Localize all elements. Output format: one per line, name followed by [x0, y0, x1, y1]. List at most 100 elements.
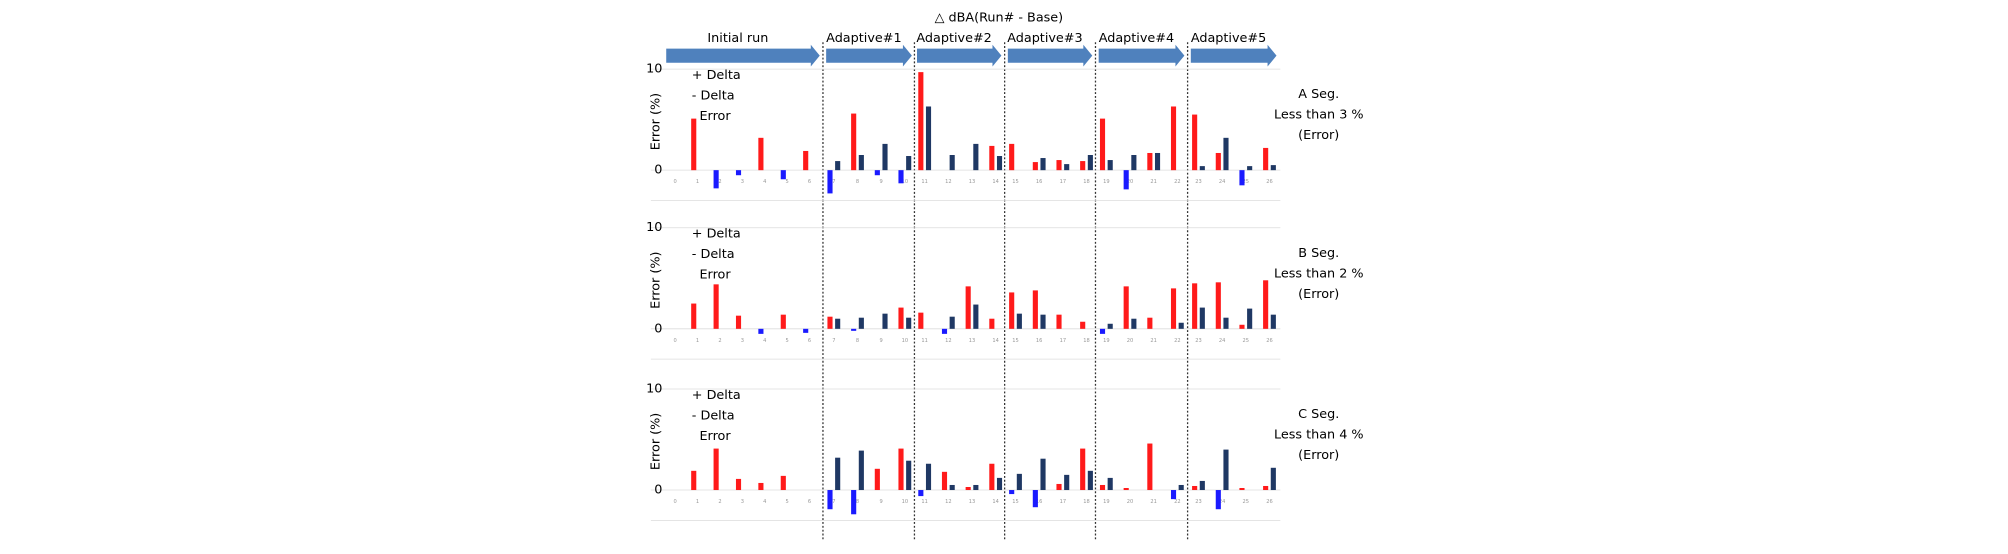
stage-arrow: [1190, 44, 1277, 67]
x-tick-label: 21: [1150, 499, 1157, 505]
x-tick-label: 26: [1266, 338, 1273, 344]
annotation: (Error): [1298, 128, 1339, 143]
bar: [1223, 137, 1229, 171]
bar: [835, 161, 841, 171]
legend-entry: + Delta: [692, 388, 741, 403]
bar: [949, 484, 955, 491]
bar: [1087, 155, 1093, 171]
bar: [1154, 152, 1161, 171]
x-tick-label: 1: [696, 338, 699, 344]
x-tick-label: 4: [763, 179, 766, 185]
bar: [851, 490, 857, 515]
x-tick-label: 15: [1012, 338, 1019, 344]
x-tick-label: 7: [832, 499, 835, 505]
stage-label: Adaptive#4: [1099, 31, 1174, 46]
stage-arrow: [1098, 44, 1185, 67]
bar: [898, 307, 904, 329]
bar: [1009, 143, 1015, 171]
bar: [1239, 324, 1245, 329]
bar: [713, 448, 719, 491]
bar: [1040, 158, 1046, 171]
bar: [1270, 165, 1276, 171]
x-tick-label: 25: [1243, 179, 1250, 185]
x-tick-label: 6: [808, 499, 811, 505]
bar: [835, 457, 841, 491]
legend-entry: - Delta: [692, 408, 735, 423]
bar: [1131, 318, 1137, 329]
bar: [1263, 147, 1269, 171]
bar: [1099, 484, 1106, 491]
bar: [780, 475, 786, 491]
x-tick-label: 14: [992, 338, 999, 344]
x-tick-label: 18: [1083, 499, 1090, 505]
x-tick-label: 21: [1150, 179, 1157, 185]
stage-label: Initial run: [707, 31, 768, 46]
x-tick-label: 14: [992, 499, 999, 505]
bar: [1215, 490, 1221, 510]
x-tick-label: 16: [1036, 179, 1043, 185]
annotation: (Error): [1298, 287, 1339, 302]
x-tick-label: 0: [674, 179, 677, 185]
y-tick-label: 10: [646, 220, 662, 235]
y-tick-label: 0: [654, 321, 662, 336]
legend-entry: - Delta: [692, 88, 735, 103]
bar: [858, 317, 864, 329]
x-tick-label: 17: [1060, 499, 1067, 505]
annotation: (Error): [1298, 448, 1339, 463]
bar: [1270, 467, 1276, 491]
bar: [803, 328, 809, 333]
bar: [1247, 308, 1253, 329]
x-tick-label: 18: [1083, 179, 1090, 185]
annotation: Less than 2 %: [1274, 266, 1364, 281]
bar: [1032, 162, 1038, 171]
x-tick-label: 22: [1174, 179, 1181, 185]
bar: [758, 482, 764, 491]
x-tick-label: 20: [1127, 338, 1134, 344]
x-tick-label: 26: [1266, 179, 1273, 185]
bar: [1123, 488, 1129, 491]
x-tick-label: 13: [969, 179, 976, 185]
x-tick-label: 8: [856, 499, 859, 505]
bar: [973, 143, 979, 171]
bar: [1056, 483, 1062, 491]
x-tick-label: 9: [880, 499, 883, 505]
bar: [1009, 490, 1015, 495]
x-tick-label: 3: [741, 338, 744, 344]
stage-label: Adaptive#3: [1007, 31, 1082, 46]
legend-entry: - Delta: [692, 247, 735, 262]
bar: [691, 470, 697, 491]
bar: [1170, 288, 1177, 329]
bar: [827, 490, 833, 510]
bar: [882, 313, 888, 329]
legend-entry: Error: [699, 268, 731, 283]
x-tick-label: 6: [808, 179, 811, 185]
x-tick-label: 5: [786, 499, 789, 505]
bar: [1223, 449, 1229, 491]
bar: [1192, 485, 1198, 491]
y-tick-label: 10: [646, 62, 662, 77]
y-axis-label: Error (%): [648, 93, 663, 150]
bar: [835, 318, 841, 329]
bar: [973, 484, 979, 491]
bar: [949, 316, 955, 329]
bar: [1192, 283, 1198, 329]
bar: [1009, 292, 1015, 329]
x-tick-label: 21: [1150, 338, 1157, 344]
x-tick-label: 17: [1060, 338, 1067, 344]
x-tick-label: 15: [1012, 179, 1019, 185]
bar: [1016, 313, 1022, 329]
bar: [1147, 152, 1153, 171]
bar: [691, 303, 697, 329]
x-tick-label: 2: [718, 499, 721, 505]
legend-entry: + Delta: [692, 227, 741, 242]
bar: [989, 145, 995, 171]
x-tick-label: 9: [880, 179, 883, 185]
x-tick-label: 13: [969, 338, 976, 344]
annotation: A Seg.: [1298, 87, 1339, 102]
stage-arrow: [826, 44, 912, 67]
x-tick-label: 4: [763, 499, 766, 505]
x-tick-label: 22: [1174, 499, 1181, 505]
bar: [906, 460, 912, 491]
annotation: B Seg.: [1298, 246, 1339, 261]
bar: [941, 471, 948, 491]
